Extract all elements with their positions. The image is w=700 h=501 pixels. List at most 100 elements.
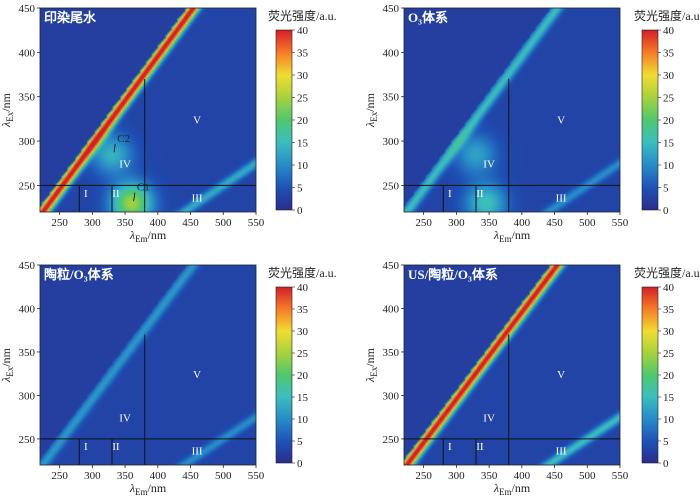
region-label: III [556,192,567,204]
peak-arrow [133,192,136,202]
colorbar-tick-label: 25 [663,93,675,105]
y-tick-label: 400 [383,303,400,315]
y-tick-label: 250 [383,180,400,192]
x-axis-label: λEm/nm [129,228,167,244]
x-tick-label: 400 [150,217,167,229]
region-label: I [448,188,452,200]
x-tick-label: 500 [579,217,596,229]
panel-title: 陶粒/O₃体系 [44,267,114,282]
region-label: V [557,369,565,381]
colorbar-tick-label: 15 [297,392,309,404]
colorbar-tick-label: 30 [663,326,675,338]
y-tick-label: 300 [19,390,36,402]
region-label: II [112,188,120,200]
plot-frame [403,7,621,213]
y-tick-label: 350 [383,92,400,104]
colorbar-tick-label: 10 [297,414,309,426]
y-axis-label: λEx/nm [0,92,15,128]
colorbar-tick-label: 5 [663,183,669,195]
colorbar [641,29,659,211]
x-tick-label: 300 [84,217,101,229]
x-tick-label: 250 [415,470,432,482]
region-label: V [193,369,201,381]
y-tick-label: 400 [383,47,400,59]
colorbar-tick-label: 0 [297,205,303,217]
panel-title: 印染尾水 [44,10,97,25]
heatmap-image [404,265,620,465]
region-label: II [476,188,484,200]
x-tick-label: 450 [182,470,199,482]
colorbar-tick-label: 25 [663,348,675,360]
y-tick-label: 300 [383,136,400,148]
region-label: V [193,114,201,126]
panel-title: US/陶粒/O₃体系 [408,267,498,282]
x-tick-label: 400 [514,217,531,229]
x-tick-label: 300 [84,470,101,482]
colorbar-tick-label: 25 [297,93,309,105]
colorbar-title: 荧光强度/a.u. [634,8,700,23]
x-tick-label: 500 [579,470,596,482]
x-tick-label: 550 [612,217,629,229]
colorbar-tick-label: 5 [297,183,303,195]
colorbar-tick-label: 5 [297,436,303,448]
colorbar-title: 荧光强度/a.u. [634,265,700,280]
region-label: IV [483,413,495,425]
plot-frame [403,264,621,466]
colorbar-tick-label: 30 [297,326,309,338]
x-axis-label: λEm/nm [493,481,531,497]
x-tick-label: 300 [448,217,465,229]
y-tick-label: 250 [19,434,36,446]
x-tick-label: 400 [150,470,167,482]
y-tick-label: 350 [19,92,36,104]
x-tick-label: 550 [248,217,265,229]
colorbar-tick-label: 35 [663,304,675,316]
colorbar-tick-label: 40 [663,25,675,37]
colorbar-tick-label: 15 [663,138,675,150]
x-tick-label: 350 [481,217,498,229]
heatmap-image [404,8,620,212]
x-tick-label: 500 [215,470,232,482]
y-tick-label: 350 [19,347,36,359]
x-tick-label: 500 [215,217,232,229]
x-tick-label: 450 [546,217,563,229]
colorbar-tick-label: 40 [663,282,675,294]
region-label: III [192,192,203,204]
region-label: II [476,441,484,453]
colorbar-tick-label: 20 [663,370,675,382]
colorbar-tick-label: 35 [663,48,675,60]
colorbar-tick-label: 30 [663,70,675,82]
region-label: IV [119,413,131,425]
colorbar [275,286,293,464]
colorbar-tick-label: 40 [297,282,309,294]
region-label: V [557,114,565,126]
colorbar-tick-label: 15 [663,392,675,404]
region-label: IV [119,159,131,171]
plot-frame [39,264,257,466]
colorbar-tick-label: 20 [297,115,309,127]
y-tick-label: 450 [19,3,36,15]
x-tick-label: 350 [117,470,134,482]
x-tick-label: 450 [182,217,199,229]
x-tick-label: 250 [51,470,68,482]
y-tick-label: 250 [19,180,36,192]
peak-arrow [113,143,116,153]
y-tick-label: 300 [383,390,400,402]
colorbar-tick-label: 10 [663,160,675,172]
panel-title: O₃体系 [408,10,448,25]
colorbar-tick-label: 20 [297,370,309,382]
colorbar-title: 荧光强度/a.u. [268,265,337,280]
y-tick-label: 350 [383,347,400,359]
y-tick-label: 400 [19,47,36,59]
colorbar-tick-label: 20 [663,115,675,127]
x-axis-label: λEm/nm [129,481,167,497]
plot-frame [39,7,257,213]
colorbar-tick-label: 0 [663,205,669,217]
x-tick-label: 550 [612,470,629,482]
region-label: I [84,441,88,453]
colorbar-tick-label: 10 [663,414,675,426]
colorbar [641,286,659,464]
